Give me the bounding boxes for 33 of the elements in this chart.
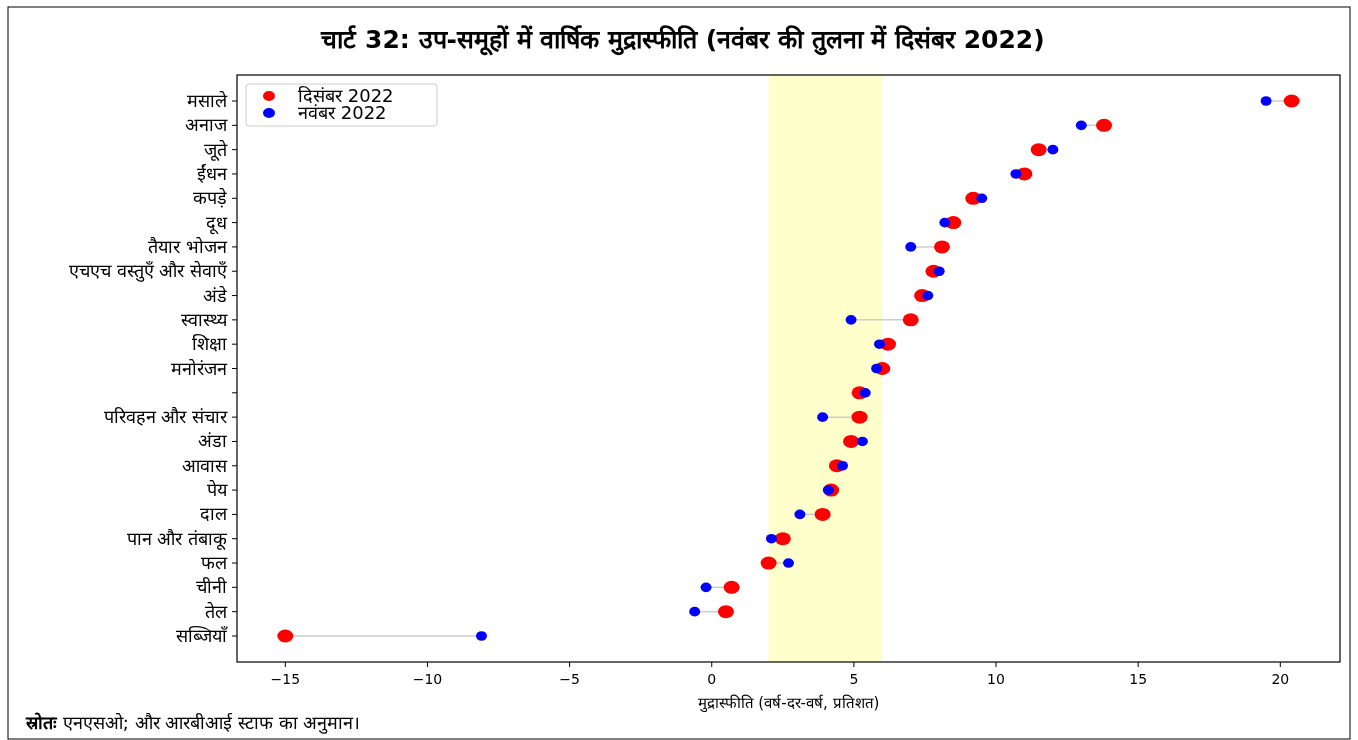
x-tick-label: 15 (1129, 671, 1148, 687)
y-tick-label: मनोरंजन (171, 357, 228, 379)
y-tick-label: पेय (207, 479, 228, 501)
y-tick-label: अनाज (185, 114, 228, 136)
text: स्रोतः एनएसओ; और आरबीआई स्टाफ का अनुमान। (25, 712, 361, 734)
y-tick-label: दाल (200, 503, 228, 525)
x-tick-label: 0 (707, 671, 717, 687)
x-tick-label: 20 (1271, 671, 1290, 687)
y-tick-label: मसाले (187, 90, 228, 112)
y-tick-label: अंडा (198, 430, 227, 452)
y-tick-label: चीनी (196, 576, 227, 598)
x-tick-label: −15 (270, 671, 301, 687)
y-tick-label: दूध (206, 211, 228, 235)
y-tick-label: कपड़े (193, 187, 227, 209)
y-tick-label: ईंधन (197, 162, 228, 184)
x-axis-title: मुद्रास्फीति (वर्ष-दर-वर्ष, प्रतिशत) (697, 694, 880, 713)
y-tick-label: अंडे (203, 284, 227, 306)
y-tick-label: आवास (182, 454, 228, 476)
y-tick-label: शिक्षा (192, 333, 227, 355)
y-tick-label: तेल (205, 600, 228, 622)
x-tick-label: −10 (412, 671, 443, 687)
y-tick-label: परिवहन और संचार (103, 406, 228, 428)
y-tick-label: जूते (204, 138, 228, 161)
y-tick-label: फल (201, 552, 228, 574)
y-tick-label: एचएच वस्तुएँ और सेवाएँ (68, 260, 228, 283)
y-tick-label: पान और तंबाकू (126, 527, 228, 550)
x-tick-label: −5 (559, 671, 580, 687)
y-tick-label: सब्जियाँ (176, 624, 228, 646)
y-tick-label: स्वास्थ्य (181, 308, 228, 330)
x-tick-label: 10 (987, 671, 1005, 687)
chart-title: चार्ट 32: उप-समूहों में वार्षिक मुद्रास्फीति (नवंबर की तुलना में दिसंबर 2022) (320, 25, 1045, 56)
x-tick-label: 5 (849, 671, 859, 687)
y-tick-label: तैयार भोजन (148, 235, 228, 257)
